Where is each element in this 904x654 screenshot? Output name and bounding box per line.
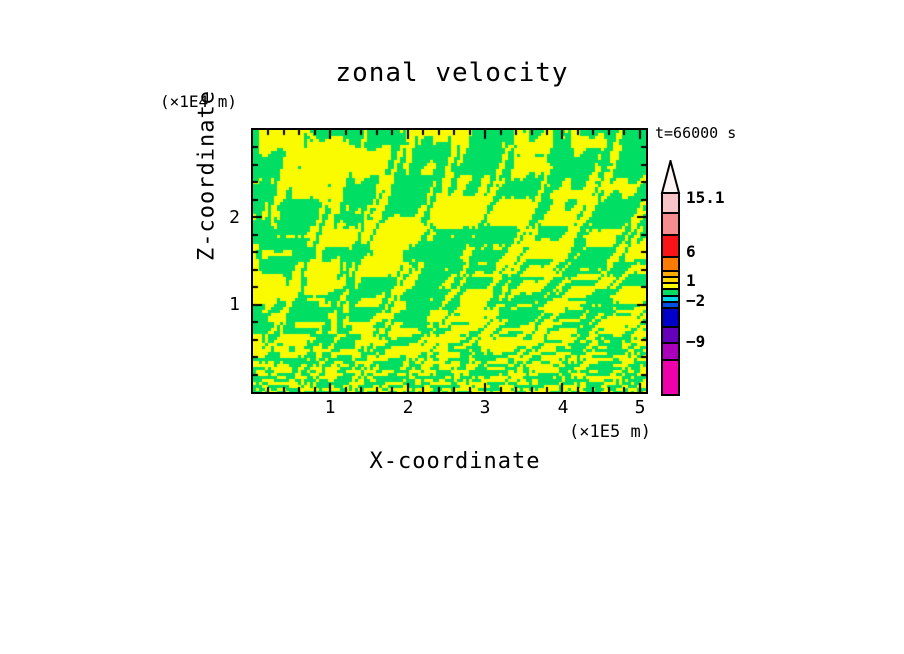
colorbar-value-label: 6 [686, 242, 696, 261]
colorbar-value-label: 1 [686, 271, 696, 290]
colorbar-value-label: −2 [686, 291, 706, 310]
contour-plot-canvas [253, 130, 646, 392]
colorbar-band [663, 214, 678, 236]
colorbar-band [663, 297, 678, 303]
plot-frame [251, 128, 648, 394]
y-tick-label: 1 [229, 294, 240, 315]
colorbar-band [663, 309, 678, 328]
colorbar [661, 192, 680, 396]
colorbar-band [663, 258, 678, 272]
colorbar-band [663, 328, 678, 344]
colorbar-band [663, 284, 678, 290]
colorbar-band [663, 361, 678, 394]
colorbar-band [663, 303, 678, 309]
x-axis-unit-label: (×1E5 m) [569, 422, 651, 442]
colorbar-band [663, 344, 678, 361]
colorbar-value-label: 15.1 [686, 188, 725, 207]
colorbar-value-label: −9 [686, 332, 706, 351]
page-title: zonal velocity [335, 58, 569, 88]
y-tick-label: 2 [229, 207, 240, 228]
colorbar-band [663, 236, 678, 258]
timestamp-label: t=66000 s [655, 124, 737, 142]
colorbar-band [663, 278, 678, 284]
colorbar-band [663, 194, 678, 214]
colorbar-band [663, 290, 678, 297]
y-axis-unit-label: (×1E4 m) [160, 92, 238, 111]
x-axis-label: X-coordinate [369, 449, 541, 474]
colorbar-band [663, 272, 678, 278]
colorbar-arrow-icon [660, 160, 681, 194]
